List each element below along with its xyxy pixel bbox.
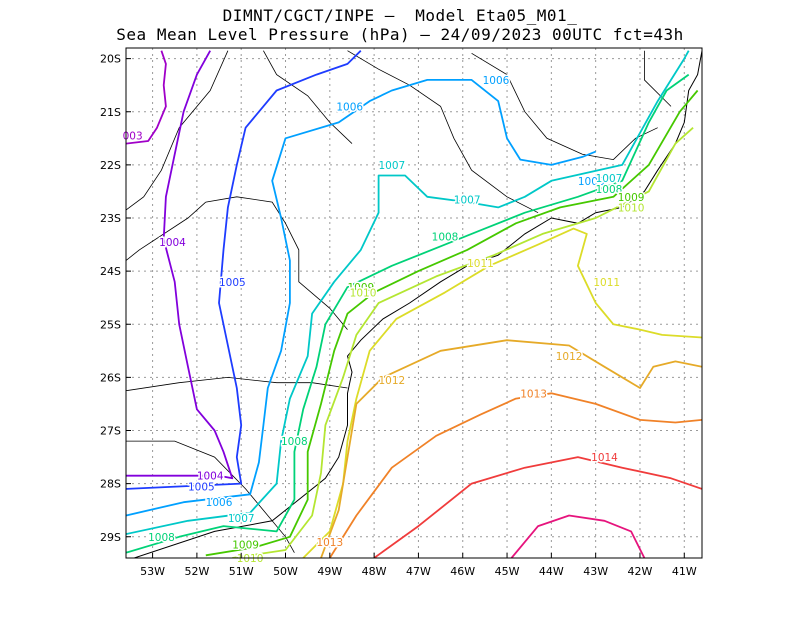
isobar-1013 — [329, 392, 702, 558]
isobar-label-1011: 1011 — [593, 277, 620, 289]
y-tick-label: 27S — [100, 425, 121, 438]
y-tick-label: 22S — [100, 159, 121, 172]
isobar-label-1005: 1005 — [188, 481, 215, 493]
isobar-label-1014: 1014 — [591, 452, 618, 464]
y-tick-label: 21S — [100, 106, 121, 119]
coastline — [132, 50, 702, 558]
y-tick-label: 29S — [100, 531, 121, 544]
isobar-label-1009: 1009 — [232, 540, 259, 552]
isobar-label-1004: 1004 — [159, 237, 186, 249]
isobar-label-1009: 1009 — [347, 282, 374, 294]
x-tick-label: 52W — [184, 565, 209, 578]
state-border — [205, 196, 348, 330]
y-tick-label: 28S — [100, 478, 121, 491]
state-border — [471, 52, 658, 161]
x-tick-label: 48W — [362, 565, 387, 578]
isobar-1005 — [126, 50, 362, 490]
isobar-label-1006: 1006 — [206, 497, 233, 509]
isobar-label-1006: 1006 — [483, 75, 510, 87]
state-border — [347, 50, 539, 214]
x-tick-label: 51W — [229, 565, 254, 578]
isobar-label-1011: 1011 — [467, 258, 494, 270]
y-tick-label: 26S — [100, 371, 121, 384]
y-tick-label: 24S — [100, 265, 121, 278]
isobar-label-1007: 1007 — [454, 194, 481, 206]
x-tick-label: 41W — [672, 565, 697, 578]
isobar-1003 — [126, 50, 167, 145]
map-title-line-2: Sea Mean Level Pressure (hPa) – 24/09/20… — [116, 25, 684, 44]
isobar-label-1010: 1010 — [350, 287, 377, 299]
x-tick-label: 49W — [317, 565, 342, 578]
state-border — [126, 50, 229, 211]
isobar-label-1008: 1008 — [281, 436, 308, 448]
isobar-label-1013: 1013 — [316, 537, 343, 549]
x-tick-label: 50W — [273, 565, 298, 578]
isobar-label-1007: 1007 — [228, 513, 255, 525]
isobar-label-1008: 1008 — [596, 184, 623, 196]
y-tick-label: 20S — [100, 53, 121, 66]
isobar-label-1006: 1006 — [336, 101, 363, 113]
x-tick-label: 43W — [583, 565, 608, 578]
x-tick-label: 53W — [140, 565, 165, 578]
isobar-label-1003: 003 — [123, 131, 143, 143]
isobar-label-1010: 1010 — [618, 202, 645, 214]
x-tick-label: 44W — [539, 565, 564, 578]
y-tick-label: 25S — [100, 318, 121, 331]
isobar-1011 — [302, 227, 702, 558]
x-tick-label: 45W — [495, 565, 520, 578]
isobar-1009 — [205, 89, 699, 557]
x-tick-label: 42W — [628, 565, 653, 578]
isobar-label-1009: 1009 — [618, 192, 645, 204]
state-border — [263, 50, 353, 144]
state-border — [126, 376, 348, 392]
isobar-label-1012: 1012 — [378, 375, 405, 387]
isobar-label-1013: 1013 — [520, 388, 547, 400]
isobar-label-1007: 1007 — [378, 160, 405, 172]
isobar-1006 — [126, 79, 597, 517]
map-title-line-1: DIMNT/CGCT/INPE – Model Eta05_M01_ — [222, 6, 578, 25]
axis-ticks: 53W 52W 51W 50W 49W 48W 47W 46W 45W 44W 43W 42W 41W 2… — [100, 53, 697, 578]
x-tick-label: 47W — [406, 565, 431, 578]
isobars — [126, 50, 702, 558]
isobar-1008 — [126, 73, 690, 554]
isobar-1007 — [126, 50, 690, 535]
isobar-label-1007: 1007 — [596, 173, 623, 185]
isobar-label-1012: 1012 — [556, 351, 583, 363]
isobar-1010 — [232, 127, 694, 558]
isobar-label-1006: 1006 — [578, 176, 605, 188]
x-tick-label: 46W — [450, 565, 475, 578]
isobar-1012 — [320, 339, 702, 558]
isobar-1015 — [510, 514, 646, 558]
isobar-1014 — [373, 456, 702, 558]
isobar-label-1005: 1005 — [219, 277, 246, 289]
isobar-label-1008: 1008 — [148, 532, 175, 544]
isobar-label-1010: 1010 — [237, 553, 264, 565]
isobar-label-1004: 1004 — [197, 471, 224, 483]
plot-frame — [125, 47, 703, 559]
y-tick-label: 23S — [100, 212, 121, 225]
isobar-1004 — [126, 50, 234, 480]
isobar-labels: 0031004100410051005100610061006100610071… — [121, 73, 646, 566]
isobar-label-1008: 1008 — [432, 232, 459, 244]
coast-line — [132, 50, 702, 558]
